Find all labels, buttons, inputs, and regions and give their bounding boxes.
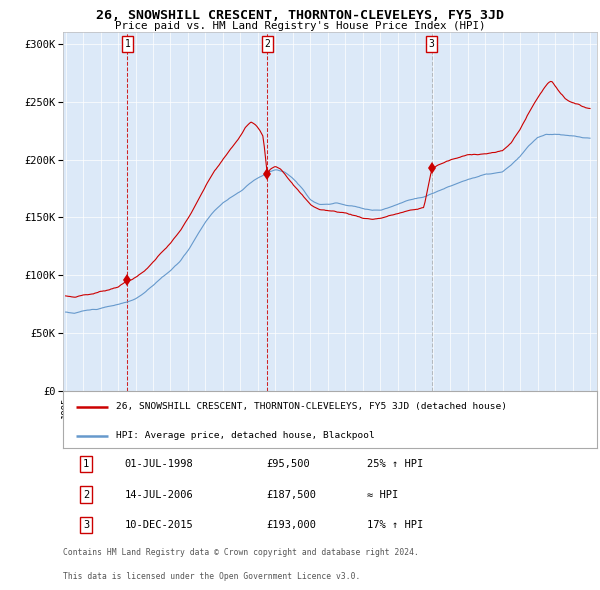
Text: 10-DEC-2015: 10-DEC-2015 (124, 520, 193, 530)
Text: 2: 2 (83, 490, 89, 500)
Text: 26, SNOWSHILL CRESCENT, THORNTON-CLEVELEYS, FY5 3JD (detached house): 26, SNOWSHILL CRESCENT, THORNTON-CLEVELE… (116, 402, 508, 411)
Text: 1: 1 (83, 459, 89, 469)
Text: 01-JUL-1998: 01-JUL-1998 (124, 459, 193, 469)
Text: HPI: Average price, detached house, Blackpool: HPI: Average price, detached house, Blac… (116, 431, 375, 440)
Text: £193,000: £193,000 (266, 520, 316, 530)
Text: Price paid vs. HM Land Registry's House Price Index (HPI): Price paid vs. HM Land Registry's House … (115, 21, 485, 31)
Text: 26, SNOWSHILL CRESCENT, THORNTON-CLEVELEYS, FY5 3JD: 26, SNOWSHILL CRESCENT, THORNTON-CLEVELE… (96, 9, 504, 22)
Text: £187,500: £187,500 (266, 490, 316, 500)
Text: ≈ HPI: ≈ HPI (367, 490, 398, 500)
Text: This data is licensed under the Open Government Licence v3.0.: This data is licensed under the Open Gov… (63, 572, 361, 581)
Text: 17% ↑ HPI: 17% ↑ HPI (367, 520, 424, 530)
Text: 25% ↑ HPI: 25% ↑ HPI (367, 459, 424, 469)
Text: 3: 3 (83, 520, 89, 530)
Text: 3: 3 (429, 39, 434, 49)
Text: 1: 1 (125, 39, 130, 49)
Text: £95,500: £95,500 (266, 459, 310, 469)
Text: 2: 2 (265, 39, 270, 49)
Text: 14-JUL-2006: 14-JUL-2006 (124, 490, 193, 500)
Text: Contains HM Land Registry data © Crown copyright and database right 2024.: Contains HM Land Registry data © Crown c… (63, 548, 419, 557)
